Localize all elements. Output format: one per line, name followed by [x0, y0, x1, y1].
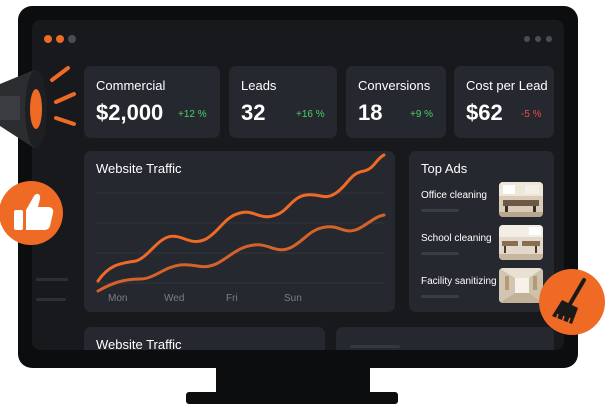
kpi-card-leads[interactable]: Leads 32 +16 % — [229, 66, 337, 138]
window-titlebar — [32, 20, 564, 56]
kpi-label: Conversions — [358, 78, 431, 93]
sidebar-placeholder-line — [36, 278, 68, 281]
classroom-photo-icon — [499, 225, 543, 260]
kpi-label: Leads — [241, 78, 277, 93]
window-menu-dot[interactable] — [535, 36, 541, 42]
website-traffic-bottom-panel: Website Traffic — [84, 327, 325, 350]
ad-label: Office cleaning — [421, 190, 487, 201]
website-traffic-panel: Website Traffic Mon Wed Fri Sun — [84, 151, 395, 312]
window-menu-dot[interactable] — [546, 36, 552, 42]
hallway-photo-icon — [499, 268, 543, 303]
ad-label: Facility sanitizing — [421, 276, 497, 287]
window-maximize-dot[interactable] — [68, 35, 76, 43]
ad-meta-bar — [421, 252, 459, 255]
kpi-value: $62 — [466, 100, 503, 125]
x-tick-label: Sun — [284, 293, 302, 304]
ad-meta-bar — [421, 209, 459, 212]
traffic-line-primary — [96, 153, 386, 283]
kpi-value: 18 — [358, 100, 383, 125]
x-tick-label: Wed — [164, 293, 185, 304]
placeholder-line — [350, 345, 400, 348]
top-ads-panel: Top Ads Office cleaning — [409, 151, 554, 312]
office-photo-icon — [499, 182, 543, 217]
window-menu-dot[interactable] — [524, 36, 530, 42]
kpi-change: +12 % — [178, 109, 207, 120]
kpi-card-commercial[interactable]: Commercial $2,000 +12 % — [84, 66, 220, 138]
kpi-label: Cost per Lead — [466, 78, 548, 93]
traffic-chart — [96, 153, 386, 293]
window-minimize-dot[interactable] — [56, 35, 64, 43]
monitor-stand-neck — [216, 368, 370, 394]
x-tick-label: Fri — [226, 293, 238, 304]
monitor-stand-base — [186, 392, 398, 404]
ad-item-office-cleaning[interactable]: Office cleaning — [409, 181, 554, 221]
kpi-value: 32 — [241, 100, 266, 125]
kpi-card-cost-per-lead[interactable]: Cost per Lead $62 -5 % — [454, 66, 554, 138]
ad-meta-bar — [421, 295, 459, 298]
sidebar-placeholder-line — [36, 298, 66, 301]
ad-label: School cleaning — [421, 233, 492, 244]
ad-item-facility-sanitizing[interactable]: Facility sanitizing — [409, 267, 554, 307]
monitor-frame: Commercial $2,000 +12 % Leads 32 +16 % C… — [18, 6, 578, 368]
kpi-label: Commercial — [96, 78, 166, 93]
kpi-value: $2,000 — [96, 100, 164, 125]
megaphone-icon — [0, 66, 76, 148]
traffic-line-secondary — [96, 213, 386, 293]
kpi-change: -5 % — [521, 109, 542, 120]
thumbs-up-icon — [0, 181, 63, 245]
kpi-card-conversions[interactable]: Conversions 18 +9 % — [346, 66, 446, 138]
panel-title: Top Ads — [421, 161, 468, 176]
window-close-dot[interactable] — [44, 35, 52, 43]
kpi-change: +9 % — [410, 109, 434, 120]
bottom-right-panel — [336, 327, 554, 350]
dashboard-screen: Commercial $2,000 +12 % Leads 32 +16 % C… — [32, 20, 564, 350]
broom-icon — [539, 269, 605, 335]
x-tick-label: Mon — [108, 293, 128, 304]
panel-title: Website Traffic — [96, 337, 182, 350]
ad-item-school-cleaning[interactable]: School cleaning — [409, 224, 554, 264]
kpi-change: +16 % — [296, 109, 325, 120]
panel-title: Website Traffic — [96, 161, 182, 176]
